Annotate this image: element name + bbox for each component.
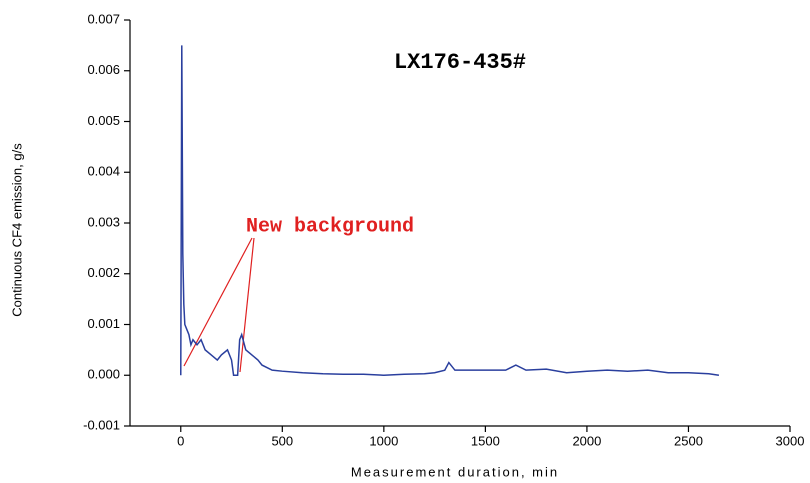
annotation-pointer: [183, 237, 253, 367]
x-tick-label: 2500: [674, 433, 703, 448]
y-tick-label: 0.002: [87, 265, 120, 280]
x-tick-label: 500: [271, 433, 293, 448]
x-tick-label: 1000: [369, 433, 398, 448]
y-tick-label: 0.003: [87, 214, 120, 229]
data-line: [180, 45, 720, 377]
y-tick-label: -0.001: [83, 417, 120, 432]
chart-title: LX176-435#: [394, 50, 526, 75]
y-tick-label: 0.006: [87, 62, 120, 77]
y-tick-label: 0.000: [87, 367, 120, 382]
x-tick-label: 0: [177, 433, 184, 448]
y-tick-label: 0.007: [87, 11, 120, 26]
x-tick-label: 1500: [471, 433, 500, 448]
y-tick-label: 0.005: [87, 113, 120, 128]
y-axis-title: Continuous CF4 emission, g/s: [9, 143, 24, 317]
x-tick-label: 3000: [776, 433, 805, 448]
x-tick-label: 2000: [572, 433, 601, 448]
y-tick-label: 0.004: [87, 164, 120, 179]
annotation-pointer: [239, 237, 255, 373]
y-tick-label: 0.001: [87, 316, 120, 331]
x-axis-title: Measurement duration, min: [351, 464, 559, 479]
annotation: New background: [246, 215, 414, 238]
